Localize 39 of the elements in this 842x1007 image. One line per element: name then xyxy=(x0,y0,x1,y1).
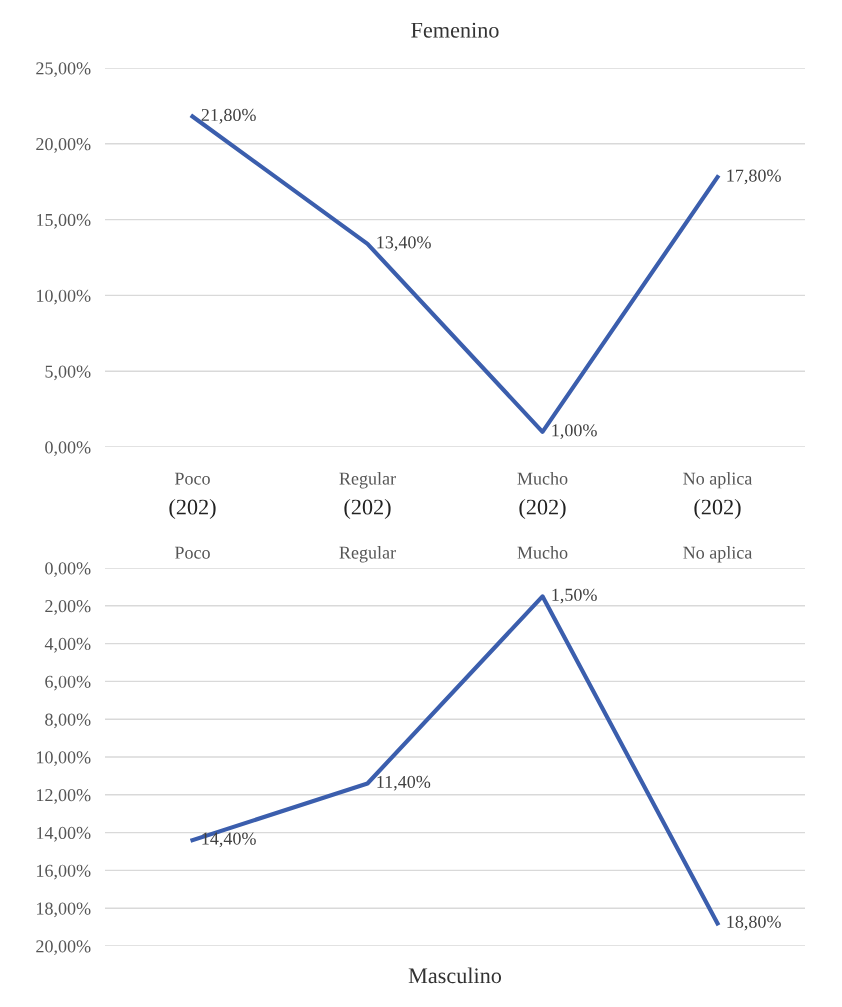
data-label: 18,80% xyxy=(727,915,781,931)
x-tick-label: No aplica xyxy=(683,472,753,489)
x-tick-label: Regular xyxy=(339,546,396,563)
y-tick-label: 10,00% xyxy=(37,751,91,767)
x-tick-label: Poco xyxy=(174,546,210,559)
y-tick-label: 14,00% xyxy=(37,826,91,842)
x-tick-label: Mucho xyxy=(517,546,568,559)
text: (202) xyxy=(519,498,566,520)
y-tick-label: 10,00% xyxy=(37,289,91,305)
x-tick-label: Regular xyxy=(339,472,396,489)
y-tick-label: 25,00% xyxy=(36,62,91,78)
x-tick-label: Poco xyxy=(174,472,210,485)
data-label: 1,00% xyxy=(552,424,597,439)
y-tick-label: 18,00% xyxy=(37,902,91,918)
y-tick-label: 12,00% xyxy=(37,789,91,804)
y-tick-label: 2,00% xyxy=(45,600,91,615)
text: (202) xyxy=(344,498,391,520)
data-label: 17,80% xyxy=(727,169,781,185)
data-label: 14,40% xyxy=(202,832,256,848)
y-tick-label: 20,00% xyxy=(36,940,91,956)
y-tick-label: 20,00% xyxy=(36,138,91,153)
y-tick-label: 0,00% xyxy=(45,562,91,578)
text: (202) xyxy=(694,498,741,520)
y-tick-label: 8,00% xyxy=(45,713,91,729)
chart-title: Femenino xyxy=(411,22,499,38)
x-tick-label: No aplica xyxy=(683,546,753,563)
y-tick-label: 15,00% xyxy=(37,213,91,229)
y-tick-label: 5,00% xyxy=(45,365,91,381)
y-tick-label: 4,00% xyxy=(44,637,91,653)
text: Masculino xyxy=(408,967,502,984)
x-tick-label: Mucho xyxy=(517,472,568,485)
text: (202) xyxy=(169,498,216,520)
y-tick-label: 0,00% xyxy=(45,441,91,457)
data-label: 21,80% xyxy=(201,108,256,124)
y-tick-label: 6,00% xyxy=(45,675,91,691)
data-label: 1,50% xyxy=(552,588,597,604)
y-tick-label: 16,00% xyxy=(37,864,91,880)
data-label: 13,40% xyxy=(377,236,431,251)
data-label: 11,40% xyxy=(377,775,431,791)
